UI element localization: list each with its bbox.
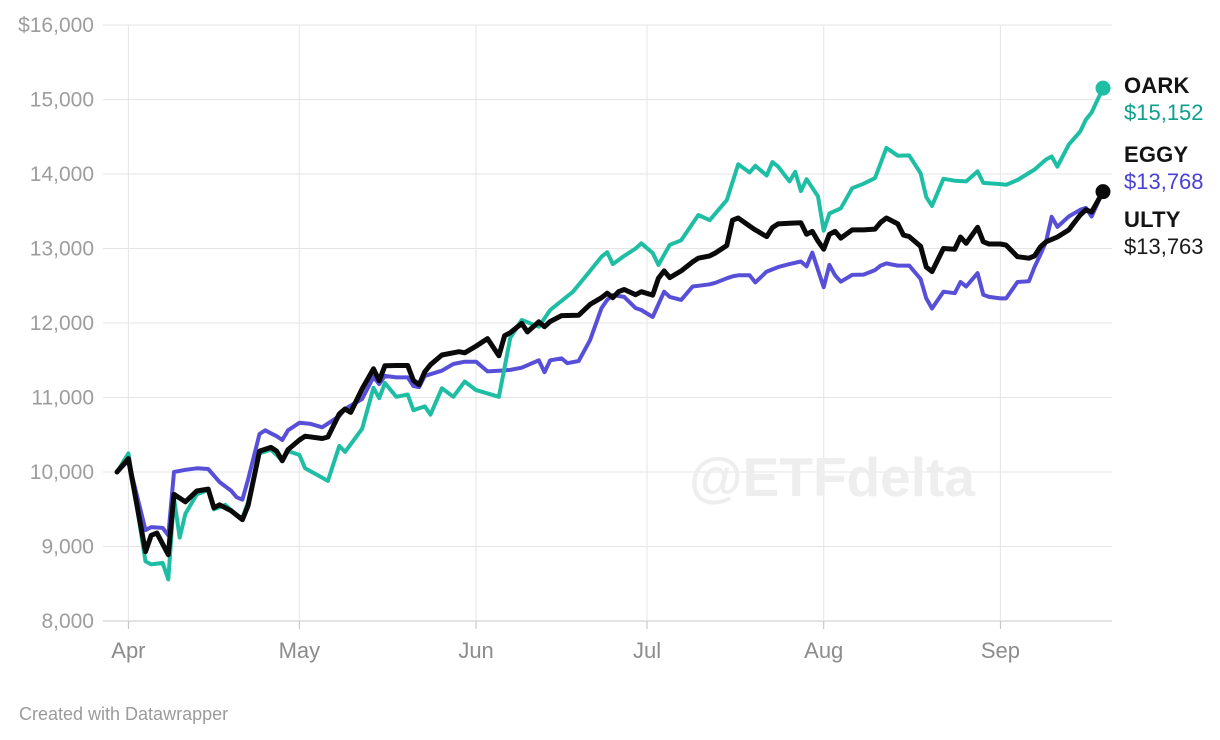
svg-text:$16,000: $16,000 xyxy=(18,14,94,37)
series-value-oark: $15,152 xyxy=(1124,99,1204,125)
series-value-eggy: $13,768 xyxy=(1124,168,1204,194)
svg-text:Apr: Apr xyxy=(111,638,145,663)
svg-text:11,000: 11,000 xyxy=(31,387,94,410)
svg-text:Sep: Sep xyxy=(981,638,1020,663)
line-chart-svg: $16,000 15,000 14,000 13,000 12,000 11,000 10,… xyxy=(18,14,1112,663)
chart-plot-area: $16,000 15,000 14,000 13,000 12,000 11,000 10,… xyxy=(18,14,1112,663)
series-label-ulty: ULTY $13,763 xyxy=(1124,207,1204,261)
series-line-eggy xyxy=(115,189,1105,538)
series-line-ulty xyxy=(114,184,1111,558)
end-dot-oark xyxy=(1095,80,1111,96)
svg-text:Jun: Jun xyxy=(458,638,493,663)
svg-text:Jul: Jul xyxy=(633,638,661,663)
svg-text:9,000: 9,000 xyxy=(41,536,94,559)
series-label-eggy: EGGY $13,768 xyxy=(1124,142,1204,196)
series-value-ulty: $13,763 xyxy=(1124,233,1204,259)
y-gridlines: $16,000 15,000 14,000 13,000 12,000 11,000 10,… xyxy=(18,14,1112,633)
svg-text:May: May xyxy=(279,638,321,663)
end-dot-ulty xyxy=(1095,184,1111,200)
series-label-oark: OARK $15,152 xyxy=(1124,73,1204,127)
series-name-ulty: ULTY xyxy=(1124,207,1181,232)
svg-text:10,000: 10,000 xyxy=(30,461,94,484)
watermark: @ETFdelta xyxy=(689,446,975,508)
series-name-eggy: EGGY xyxy=(1124,142,1189,167)
svg-text:13,000: 13,000 xyxy=(30,238,94,261)
x-gridlines: Apr May Jun Jul Aug Sep xyxy=(111,25,1020,663)
svg-text:12,000: 12,000 xyxy=(30,312,94,335)
svg-text:8,000: 8,000 xyxy=(41,610,94,633)
series-name-oark: OARK xyxy=(1124,73,1190,98)
svg-text:15,000: 15,000 xyxy=(30,89,94,112)
datawrapper-attribution: Created with Datawrapper xyxy=(19,704,229,724)
svg-text:Aug: Aug xyxy=(804,638,843,663)
svg-text:14,000: 14,000 xyxy=(30,163,94,186)
